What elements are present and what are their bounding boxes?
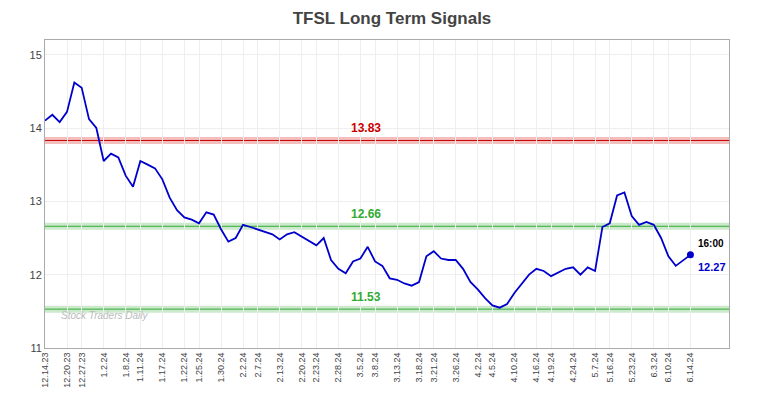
svg-text:4.2.24: 4.2.24 xyxy=(473,353,483,378)
svg-text:3.26.24: 3.26.24 xyxy=(451,353,461,383)
svg-text:1.22.24: 1.22.24 xyxy=(179,353,189,383)
svg-text:12: 12 xyxy=(30,269,42,281)
svg-text:TFSL Long Term Signals: TFSL Long Term Signals xyxy=(293,9,492,28)
svg-text:13: 13 xyxy=(30,195,42,207)
svg-text:12.27.23: 12.27.23 xyxy=(77,353,87,388)
svg-text:1.17.24: 1.17.24 xyxy=(157,353,167,383)
svg-text:3.21.24: 3.21.24 xyxy=(429,353,439,383)
svg-text:5.7.24: 5.7.24 xyxy=(590,353,600,378)
svg-text:13.83: 13.83 xyxy=(351,121,381,135)
svg-text:3.8.24: 3.8.24 xyxy=(370,353,380,378)
svg-text:6.10.24: 6.10.24 xyxy=(663,353,673,383)
svg-text:16:00: 16:00 xyxy=(698,238,724,249)
svg-text:2.20.24: 2.20.24 xyxy=(297,353,307,383)
svg-text:3.18.24: 3.18.24 xyxy=(414,353,424,383)
svg-text:15: 15 xyxy=(30,49,42,61)
svg-text:2.7.24: 2.7.24 xyxy=(253,353,263,378)
svg-text:3.13.24: 3.13.24 xyxy=(392,353,402,383)
svg-text:4.19.24: 4.19.24 xyxy=(546,353,556,383)
svg-text:12.14.23: 12.14.23 xyxy=(40,353,50,388)
svg-text:2.2.24: 2.2.24 xyxy=(238,353,248,378)
svg-text:1.30.24: 1.30.24 xyxy=(216,353,226,383)
svg-text:1.8.24: 1.8.24 xyxy=(121,353,131,378)
svg-text:4.16.24: 4.16.24 xyxy=(531,353,541,383)
svg-text:4.24.24: 4.24.24 xyxy=(568,353,578,383)
svg-text:Stock Traders Daily: Stock Traders Daily xyxy=(61,310,149,321)
svg-text:3.5.24: 3.5.24 xyxy=(355,353,365,378)
svg-text:1.2.24: 1.2.24 xyxy=(99,353,109,378)
svg-text:12.66: 12.66 xyxy=(351,207,381,221)
svg-text:12.20.23: 12.20.23 xyxy=(62,353,72,388)
svg-text:11: 11 xyxy=(30,342,41,354)
svg-text:4.5.24: 4.5.24 xyxy=(487,353,497,378)
svg-text:2.23.24: 2.23.24 xyxy=(311,353,321,383)
svg-text:6.3.24: 6.3.24 xyxy=(649,353,659,378)
svg-text:11.53: 11.53 xyxy=(351,290,381,304)
svg-text:1.25.24: 1.25.24 xyxy=(194,353,204,383)
svg-text:2.28.24: 2.28.24 xyxy=(333,353,343,383)
svg-text:5.23.24: 5.23.24 xyxy=(627,353,637,383)
svg-text:5.16.24: 5.16.24 xyxy=(605,353,615,383)
svg-text:2.13.24: 2.13.24 xyxy=(275,353,285,383)
svg-text:6.14.24: 6.14.24 xyxy=(685,353,695,383)
svg-text:4.10.24: 4.10.24 xyxy=(509,353,519,383)
svg-text:12.27: 12.27 xyxy=(698,261,726,273)
svg-text:14: 14 xyxy=(30,122,42,134)
svg-text:1.11.24: 1.11.24 xyxy=(135,353,145,382)
